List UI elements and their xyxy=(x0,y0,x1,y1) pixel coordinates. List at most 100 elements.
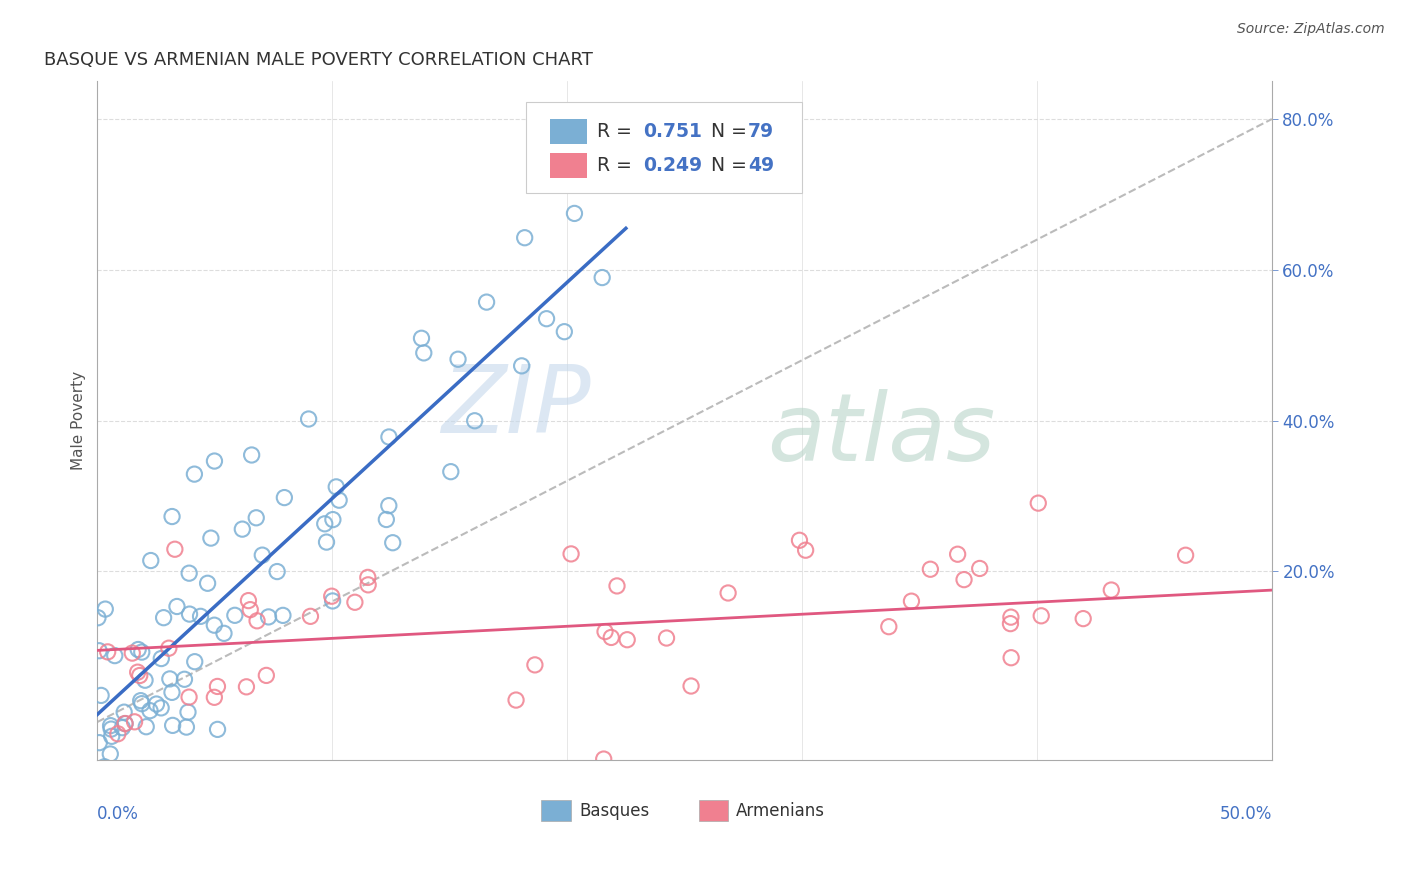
Point xyxy=(593,624,616,639)
Point xyxy=(204,454,226,468)
Point xyxy=(202,690,225,705)
Point xyxy=(789,533,811,548)
Point xyxy=(600,631,623,645)
Point xyxy=(127,642,149,657)
Point xyxy=(159,672,181,686)
Text: N =: N = xyxy=(699,156,752,175)
Point xyxy=(107,727,129,741)
Point xyxy=(953,573,976,587)
Point xyxy=(184,655,207,669)
Point xyxy=(560,547,582,561)
Point xyxy=(197,576,219,591)
Point xyxy=(173,673,195,687)
Point xyxy=(235,680,257,694)
Point xyxy=(1026,496,1049,510)
Point xyxy=(616,632,638,647)
Point xyxy=(475,295,498,310)
Point xyxy=(378,499,401,513)
FancyBboxPatch shape xyxy=(550,119,588,145)
Point xyxy=(717,586,740,600)
Point xyxy=(90,689,112,703)
Point xyxy=(271,608,294,623)
Text: ZIP: ZIP xyxy=(441,361,591,452)
Point xyxy=(606,579,628,593)
Point xyxy=(273,491,295,505)
Point xyxy=(513,231,536,245)
Text: 0.0%: 0.0% xyxy=(97,805,139,823)
Point xyxy=(190,609,212,624)
Point xyxy=(920,562,942,576)
Point xyxy=(322,594,344,608)
Point xyxy=(946,547,969,561)
Point xyxy=(314,516,336,531)
Point xyxy=(245,510,267,524)
Point xyxy=(239,602,262,616)
Point xyxy=(381,535,404,549)
Point xyxy=(328,493,350,508)
Point xyxy=(150,651,173,665)
Point xyxy=(157,641,180,656)
Point xyxy=(357,578,380,592)
Point xyxy=(1031,608,1053,623)
Point xyxy=(523,657,546,672)
Point xyxy=(378,430,401,444)
Text: R =: R = xyxy=(596,122,637,141)
Point xyxy=(412,346,434,360)
Point xyxy=(176,720,198,734)
Point xyxy=(129,693,152,707)
FancyBboxPatch shape xyxy=(699,800,728,821)
Point xyxy=(375,512,398,526)
Point xyxy=(128,668,150,682)
Point xyxy=(160,685,183,699)
Point xyxy=(134,673,156,688)
Point xyxy=(536,311,558,326)
Point xyxy=(1174,548,1197,562)
Point xyxy=(238,593,260,607)
Text: 0.249: 0.249 xyxy=(644,156,703,175)
Point xyxy=(553,325,575,339)
Point xyxy=(107,772,129,787)
Point xyxy=(257,610,280,624)
Point xyxy=(150,701,173,715)
Text: 49: 49 xyxy=(748,156,775,175)
Point xyxy=(104,648,127,663)
Point xyxy=(111,721,134,735)
Point xyxy=(177,690,200,705)
Text: 79: 79 xyxy=(748,122,775,141)
Text: 0.751: 0.751 xyxy=(644,122,703,141)
Point xyxy=(564,206,586,220)
Point xyxy=(900,594,922,608)
Point xyxy=(97,645,120,659)
Text: Armenians: Armenians xyxy=(737,802,825,820)
Point xyxy=(510,359,533,373)
Point xyxy=(325,480,347,494)
Point xyxy=(100,729,122,743)
Point xyxy=(252,548,274,562)
Point xyxy=(100,722,122,736)
Point xyxy=(969,561,991,575)
Point xyxy=(254,668,277,682)
Text: Basques: Basques xyxy=(579,802,650,820)
Point xyxy=(94,602,117,616)
Point xyxy=(411,331,433,345)
Point xyxy=(207,723,229,737)
Point xyxy=(298,412,321,426)
Point xyxy=(877,620,900,634)
Point xyxy=(163,542,186,557)
Point xyxy=(794,543,817,558)
Point xyxy=(114,716,136,731)
Text: 50.0%: 50.0% xyxy=(1219,805,1272,823)
Point xyxy=(321,589,343,603)
Point xyxy=(93,760,115,774)
Point xyxy=(212,626,235,640)
Point xyxy=(135,720,157,734)
Point xyxy=(179,607,201,621)
Text: N =: N = xyxy=(699,122,752,141)
Point xyxy=(505,693,527,707)
Point xyxy=(127,665,149,680)
Point xyxy=(266,565,288,579)
FancyBboxPatch shape xyxy=(550,153,588,178)
Point xyxy=(202,618,225,632)
Point xyxy=(299,609,322,624)
Point xyxy=(112,705,135,719)
